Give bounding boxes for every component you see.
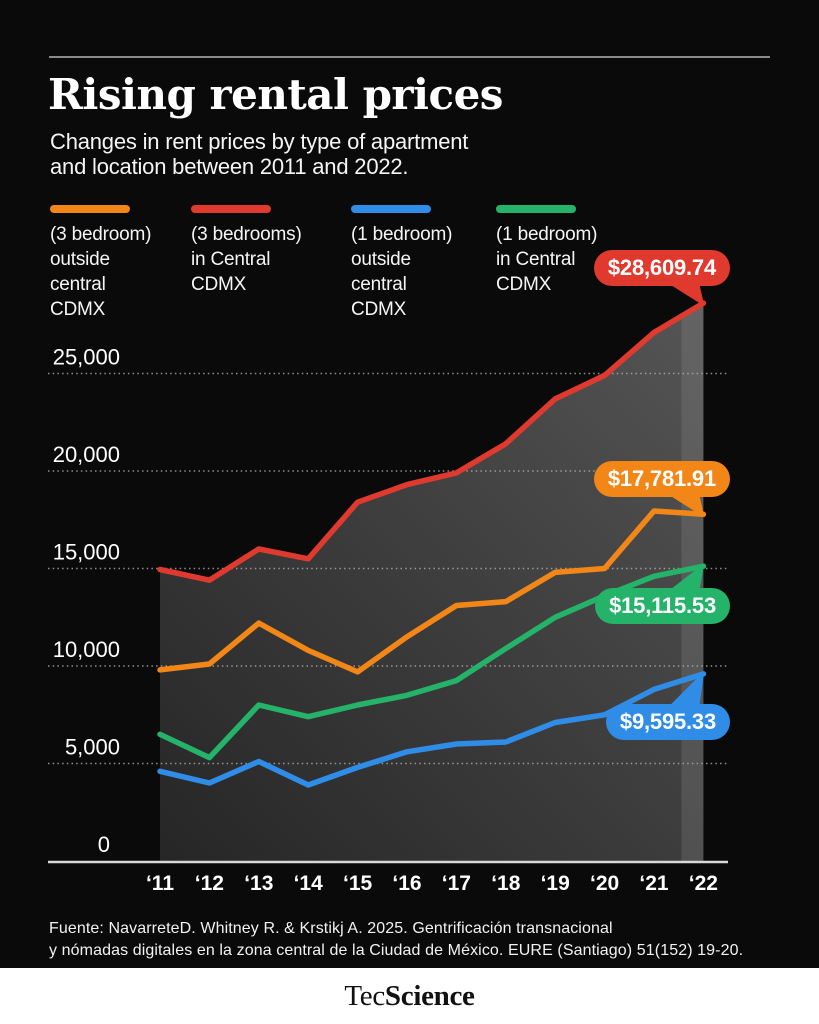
x-tick-label: ‘11: [146, 872, 174, 895]
source-citation: Fuente: NavarreteD. Whitney R. & Krstikj…: [49, 920, 744, 959]
x-tick-label: ‘12: [195, 872, 224, 895]
value-badge-1br-outside: $9,595.33: [605, 703, 730, 740]
value-badge-3br-central: $28,609.74: [593, 250, 730, 287]
tecscience-logo: TecScience: [344, 979, 475, 1013]
brand-band: TecScience: [0, 968, 819, 1024]
x-tick-label: ‘15: [343, 872, 373, 895]
x-tick-label: ‘20: [590, 872, 619, 895]
legend-item-3br-outside: (3 bedroom) outside central CDMX: [50, 205, 151, 322]
y-tick-label: 0: [98, 832, 110, 857]
legend-label: (3 bedroom) outside central CDMX: [50, 224, 152, 320]
x-tick-label: ‘22: [689, 872, 718, 895]
x-tick-label: ‘19: [541, 872, 570, 895]
page-title: Rising rental prices: [48, 70, 503, 119]
logo-prefix: Tec: [344, 979, 385, 1012]
y-tick-label: 10,000: [53, 637, 120, 662]
legend-item-1br-central: (1 bedroom) in Central CDMX: [496, 205, 597, 297]
x-tick-label: ‘16: [392, 872, 421, 895]
legend-swatch-green: [496, 205, 576, 213]
badge-tail: [669, 284, 705, 307]
legend-swatch-blue: [351, 205, 431, 213]
legend-label: (1 bedroom) in Central CDMX: [496, 224, 598, 295]
x-tick-label: ‘14: [294, 872, 324, 895]
value-badge-1br-central: $15,115.53: [595, 588, 730, 625]
area-fill: [160, 303, 704, 862]
series-line: [157, 300, 707, 583]
legend-swatch-red: [191, 205, 271, 213]
y-tick-label: 15,000: [53, 540, 120, 565]
series-line: [157, 508, 707, 675]
y-tick-label: 5,000: [65, 735, 120, 760]
x-tick-label: ‘13: [244, 872, 273, 895]
y-tick-label: 25,000: [53, 345, 120, 370]
legend-label: (1 bedroom) outside central CDMX: [351, 224, 453, 320]
legend-swatch-orange: [50, 205, 130, 213]
badge-tail: [669, 670, 705, 706]
legend-item-1br-outside: (1 bedroom) outside central CDMX: [351, 205, 452, 322]
y-tick-label: 20,000: [53, 442, 120, 467]
legend-label: (3 bedrooms) in Central CDMX: [191, 224, 302, 295]
x-tick-label: ‘18: [491, 872, 521, 895]
logo-suffix: Science: [384, 979, 475, 1012]
top-divider: [49, 56, 770, 58]
x-tick-label: ‘21: [639, 872, 669, 895]
value-badge-3br-outside: $17,781.91: [593, 461, 730, 498]
page-subtitle: Changes in rent prices by type of apartm…: [50, 129, 469, 179]
legend-item-3br-central: (3 bedrooms) in Central CDMX: [191, 205, 302, 297]
x-tick-label: ‘17: [442, 872, 471, 895]
